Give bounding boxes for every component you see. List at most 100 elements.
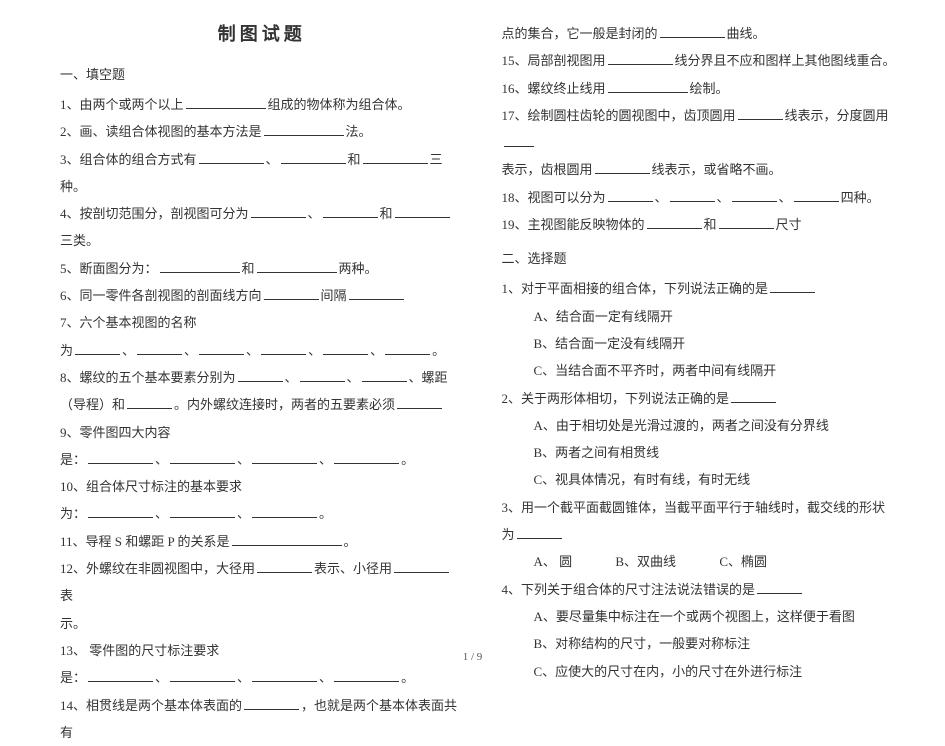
blank	[517, 525, 562, 539]
fill-q1: 1、由两个或两个以上组成的物体称为组合体。	[60, 91, 464, 118]
fill-q12: 12、外螺纹在非圆视图中，大径用表示、小径用表	[60, 555, 464, 610]
choice-q3: 3、用一个截平面截圆锥体，当截平面平行于轴线时，截交线的形状	[502, 494, 906, 521]
section-choice-heading: 二、选择题	[502, 248, 906, 267]
blank	[232, 532, 342, 546]
text: 表	[60, 588, 73, 603]
choice-q3b: 为	[502, 521, 906, 548]
fill-q14: 14、相贯线是两个基本体表面的，也就是两个基本体表面共有	[60, 692, 464, 746]
text: 示。	[60, 616, 86, 631]
text: 线表示，分度圆用	[785, 108, 889, 123]
text: 5、断面图分为：	[60, 261, 158, 276]
text: 、	[285, 370, 298, 385]
text: 11、导程 S 和螺距 P 的关系是	[60, 534, 230, 549]
fill-q17: 17、绘制圆柱齿轮的圆视图中，齿顶圆用 线表示，分度圆用	[502, 102, 906, 157]
fill-q7: 7、六个基本视图的名称	[60, 309, 464, 336]
text: 6、同一零件各剖视图的剖面线方向	[60, 288, 262, 303]
blank	[394, 559, 449, 573]
blank	[88, 669, 153, 683]
blank	[199, 341, 244, 355]
text: 法。	[346, 124, 372, 139]
text: 、	[717, 190, 730, 205]
text: 三类。	[60, 233, 99, 248]
text: 1、对于平面相接的组合体，下列说法正确的是	[502, 281, 769, 296]
choice-q1-optC: C、当结合面不平齐时，两者中间有线隔开	[502, 357, 906, 384]
fill-q16: 16、螺纹终止线用绘制。	[502, 75, 906, 102]
text: 、	[655, 190, 668, 205]
text: 、	[347, 370, 360, 385]
text: 17、绘制圆柱齿轮的圆视图中，齿顶圆用	[502, 108, 736, 123]
blank	[257, 559, 312, 573]
blank	[170, 669, 235, 683]
text: 4、下列关于组合体的尺寸注法说法错误的是	[502, 582, 756, 597]
text: 3、组合体的组合方式有	[60, 152, 197, 167]
fill-q19: 19、主视图能反映物体的和尺寸	[502, 211, 906, 238]
text: 7、六个基本视图的名称	[60, 315, 197, 330]
blank	[281, 150, 346, 164]
text: 两种。	[339, 261, 378, 276]
text: 为	[60, 343, 73, 358]
fill-q10: 10、组合体尺寸标注的基本要求	[60, 473, 464, 500]
text: 19、主视图能反映物体的	[502, 217, 645, 232]
blank	[719, 215, 774, 229]
choice-q2-optA: A、由于相切处是光滑过渡的，两者之间没有分界线	[502, 412, 906, 439]
text: 表示，齿根圆用	[502, 162, 593, 177]
blank	[608, 79, 688, 93]
text: 3、用一个截平面截圆锥体，当截平面平行于轴线时，截交线的形状	[502, 500, 886, 515]
blank	[397, 396, 442, 410]
text: 间隔	[321, 288, 347, 303]
text: 2、画、读组合体视图的基本方法是	[60, 124, 262, 139]
fill-q12b: 示。	[60, 610, 464, 637]
blank	[88, 505, 153, 519]
exam-page: 制图试题 一、填空题 1、由两个或两个以上组成的物体称为组合体。 2、画、读组合…	[0, 0, 945, 669]
blank	[238, 368, 283, 382]
blank	[608, 52, 673, 66]
text: （导程）和	[60, 397, 125, 412]
choice-q1: 1、对于平面相接的组合体，下列说法正确的是	[502, 275, 906, 302]
blank	[199, 150, 264, 164]
text: 曲线。	[727, 26, 766, 41]
blank	[670, 188, 715, 202]
text: 线分界且不应和图样上其他图线重合。	[675, 53, 896, 68]
text: 绘制。	[690, 81, 729, 96]
fill-q8: 8、螺纹的五个基本要素分别为、、、螺距	[60, 364, 464, 391]
blank	[170, 505, 235, 519]
fill-q3: 3、组合体的组合方式有、和三种。	[60, 146, 464, 201]
text: 是：	[60, 670, 86, 685]
blank	[731, 389, 776, 403]
fill-q13b: 是：、、、。	[60, 664, 464, 691]
section-fill-heading: 一、填空题	[60, 64, 464, 83]
text: 尺寸	[776, 217, 802, 232]
text: 1、由两个或两个以上	[60, 97, 184, 112]
choice-q3-optB: B、双曲线	[615, 548, 676, 575]
choice-q3-optC: C、椭圆	[719, 548, 767, 575]
blank	[757, 580, 802, 594]
choice-q2: 2、关于两形体相切，下列说法正确的是	[502, 385, 906, 412]
blank	[362, 368, 407, 382]
text: 4、按剖切范围分，剖视图可分为	[60, 206, 249, 221]
choice-q1-optB: B、结合面一定没有线隔开	[502, 330, 906, 357]
fill-q4: 4、按剖切范围分，剖视图可分为、和三类。	[60, 200, 464, 255]
text: 、	[266, 152, 279, 167]
text: 8、螺纹的五个基本要素分别为	[60, 370, 236, 385]
fill-q9: 9、零件图四大内容	[60, 419, 464, 446]
blank	[75, 341, 120, 355]
blank	[323, 205, 378, 219]
blank	[251, 205, 306, 219]
choice-q1-optA: A、结合面一定有线隔开	[502, 303, 906, 330]
fill-q18: 18、视图可以分为、、、四种。	[502, 184, 906, 211]
blank	[794, 188, 839, 202]
blank	[349, 286, 404, 300]
text: 、	[779, 190, 792, 205]
fill-q15: 15、局部剖视图用线分界且不应和图样上其他图线重合。	[502, 47, 906, 74]
blank	[738, 106, 783, 120]
choice-q2-optB: B、两者之间有相贯线	[502, 439, 906, 466]
choice-q2-optC: C、视具体情况，有时有线，有时无线	[502, 466, 906, 493]
text: 和	[242, 261, 255, 276]
blank	[160, 259, 240, 273]
document-title: 制图试题	[60, 20, 464, 46]
fill-q8b: （导程）和。内外螺纹连接时，两者的五要素必须	[60, 391, 464, 418]
text: 表示、小径用	[314, 561, 392, 576]
blank	[88, 450, 153, 464]
text: 、	[308, 206, 321, 221]
blank	[334, 450, 399, 464]
